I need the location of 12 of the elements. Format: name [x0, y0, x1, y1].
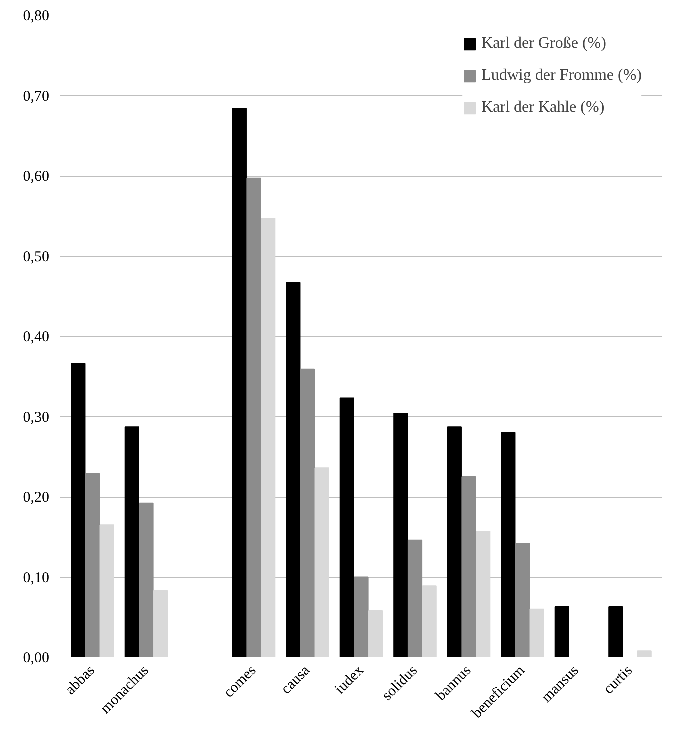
- y-tick-label: 0,00: [23, 650, 50, 666]
- y-tick-label: 0,20: [23, 490, 50, 506]
- legend-label: Karl der Große (%): [482, 35, 606, 53]
- y-tick-label: 0,40: [23, 330, 50, 346]
- y-tick-label: 0,80: [23, 8, 50, 24]
- y-tick-label: 0,50: [23, 249, 50, 266]
- y-tick-label: 0,70: [23, 88, 50, 105]
- y-tick-label: 0,10: [23, 570, 50, 586]
- y-tick-label: 0,30: [23, 410, 50, 426]
- legend-label: Ludwig der Fromme (%): [482, 67, 642, 85]
- legend-label: Karl der Kahle (%): [482, 99, 605, 117]
- y-tick-label: 0,60: [23, 169, 50, 185]
